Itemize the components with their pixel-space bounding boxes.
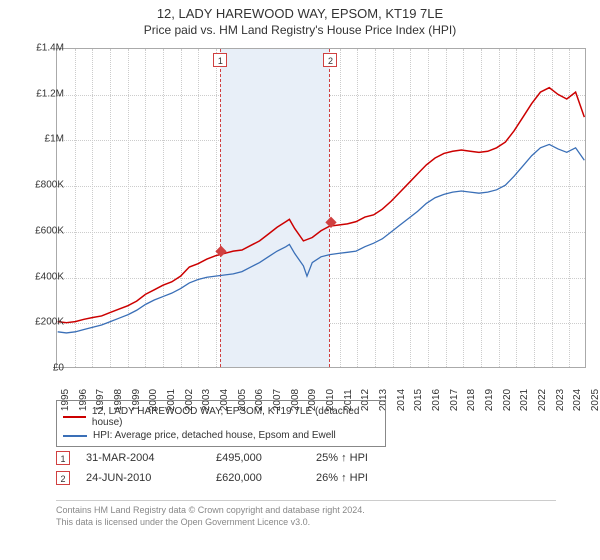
chart-container: 12, LADY HAREWOOD WAY, EPSOM, KT19 7LE P… (0, 0, 600, 560)
legend-row: 12, LADY HAREWOOD WAY, EPSOM, KT19 7LE (… (63, 405, 379, 429)
x-axis-label: 2025 (590, 389, 600, 411)
transaction-price: £495,000 (216, 452, 316, 464)
legend-row: HPI: Average price, detached house, Epso… (63, 429, 379, 442)
x-axis-label: 2016 (431, 389, 442, 411)
chart-title: 12, LADY HAREWOOD WAY, EPSOM, KT19 7LE (0, 0, 600, 21)
y-axis-label: £600K (14, 225, 64, 236)
legend-swatch (63, 435, 87, 437)
x-axis-label: 2015 (413, 389, 424, 411)
x-axis-label: 2020 (502, 389, 513, 411)
footer-line-1: Contains HM Land Registry data © Crown c… (56, 505, 556, 517)
legend-label: 12, LADY HAREWOOD WAY, EPSOM, KT19 7LE (… (92, 406, 379, 428)
transaction-delta: 26% ↑ HPI (316, 472, 416, 484)
transaction-date: 31-MAR-2004 (86, 452, 216, 464)
y-axis-label: £1.4M (14, 43, 64, 54)
transaction-table: 1 31-MAR-2004£495,00025% ↑ HPI 2 24-JUN-201… (56, 448, 486, 488)
line-series (57, 49, 585, 367)
transaction-date: 24-JUN-2010 (86, 472, 216, 484)
x-axis-label: 2023 (555, 389, 566, 411)
y-axis-label: £1M (14, 134, 64, 145)
footer-line-2: This data is licensed under the Open Gov… (56, 517, 556, 529)
transaction-price: £620,000 (216, 472, 316, 484)
footer: Contains HM Land Registry data © Crown c… (56, 500, 556, 528)
legend-label: HPI: Average price, detached house, Epso… (93, 430, 336, 441)
plot-area: 12 (56, 48, 586, 368)
transaction-row: 1 31-MAR-2004£495,00025% ↑ HPI (56, 448, 486, 468)
y-axis-label: £800K (14, 180, 64, 191)
y-axis-label: £200K (14, 317, 64, 328)
y-axis-label: £400K (14, 271, 64, 282)
y-axis-label: £1.2M (14, 88, 64, 99)
transaction-delta: 25% ↑ HPI (316, 452, 416, 464)
x-axis-label: 2017 (449, 389, 460, 411)
transaction-badge: 2 (56, 471, 70, 485)
legend-swatch (63, 416, 86, 418)
legend: 12, LADY HAREWOOD WAY, EPSOM, KT19 7LE (… (56, 400, 386, 447)
transaction-badge: 1 (56, 451, 70, 465)
badge-box-2: 2 (323, 53, 337, 67)
series-hpi (58, 144, 585, 333)
x-axis-label: 2018 (466, 389, 477, 411)
x-axis-label: 2024 (572, 389, 583, 411)
x-axis-label: 2022 (537, 389, 548, 411)
x-axis-label: 2021 (519, 389, 530, 411)
x-axis-label: 2019 (484, 389, 495, 411)
badge-box-1: 1 (213, 53, 227, 67)
series-property (58, 88, 585, 323)
transaction-row: 2 24-JUN-2010£620,00026% ↑ HPI (56, 468, 486, 488)
y-axis-label: £0 (14, 363, 64, 374)
x-axis-label: 2014 (396, 389, 407, 411)
chart-subtitle: Price paid vs. HM Land Registry's House … (0, 21, 600, 37)
